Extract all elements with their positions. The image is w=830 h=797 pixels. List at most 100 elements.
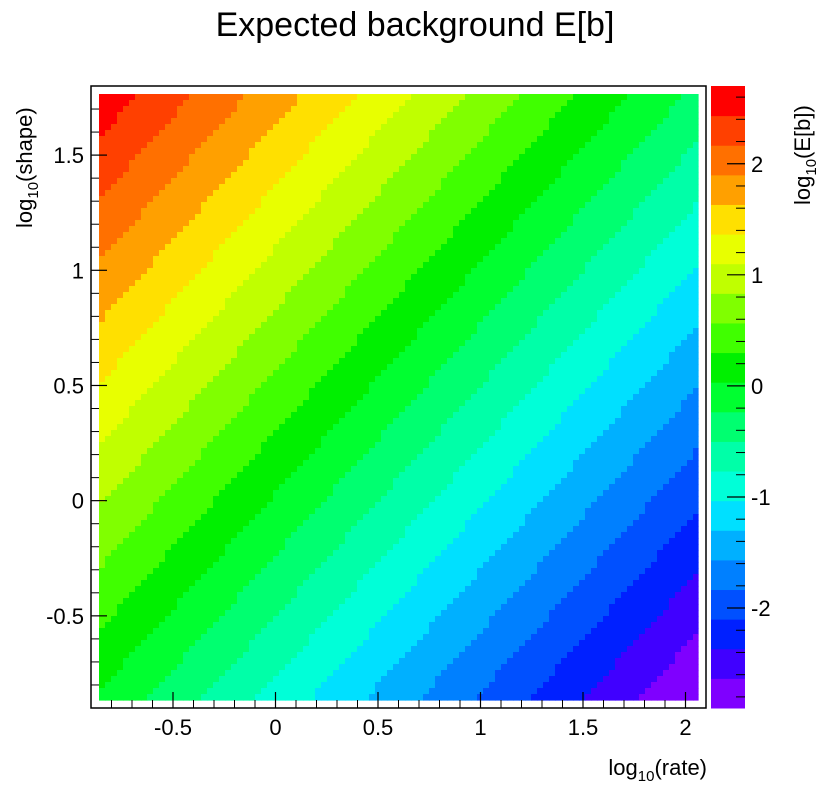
- heatmap-cell: [363, 172, 370, 179]
- heatmap-cell: [231, 388, 238, 395]
- heatmap-cell: [339, 250, 346, 257]
- heatmap-cell: [117, 634, 124, 641]
- heatmap-cell: [171, 358, 178, 365]
- heatmap-cell: [231, 442, 238, 449]
- heatmap-cell: [159, 136, 166, 143]
- heatmap-cell: [237, 448, 244, 455]
- heatmap-cell: [309, 160, 316, 167]
- heatmap-cell: [165, 166, 172, 173]
- heatmap-cell: [189, 586, 196, 593]
- heatmap-cell: [261, 502, 268, 509]
- heatmap-cell: [225, 226, 232, 233]
- heatmap-cell: [339, 586, 346, 593]
- heatmap-cell: [189, 124, 196, 131]
- heatmap-cell: [357, 592, 364, 599]
- heatmap-cell: [369, 658, 376, 665]
- heatmap-cell: [243, 196, 250, 203]
- heatmap-cell: [201, 658, 208, 665]
- heatmap-cell: [111, 544, 118, 551]
- heatmap-cell: [369, 106, 376, 113]
- heatmap-cell: [291, 586, 298, 593]
- heatmap-cell: [189, 292, 196, 299]
- heatmap-cell: [207, 604, 214, 611]
- heatmap-cell: [249, 394, 256, 401]
- heatmap-cell: [285, 484, 292, 491]
- heatmap-cell: [327, 112, 334, 119]
- heatmap-cell: [375, 286, 382, 293]
- heatmap-cell: [363, 520, 370, 527]
- heatmap-cell: [273, 406, 280, 413]
- heatmap-cell: [177, 226, 184, 233]
- heatmap-cell: [207, 646, 214, 653]
- heatmap-cell: [219, 220, 226, 227]
- heatmap-cell: [387, 460, 394, 467]
- heatmap-cell: [231, 304, 238, 311]
- heatmap-cell: [171, 532, 178, 539]
- heatmap-cell: [141, 574, 148, 581]
- heatmap-cell: [285, 292, 292, 299]
- heatmap-cell: [147, 370, 154, 377]
- heatmap-cell: [393, 340, 400, 347]
- heatmap-cell: [183, 244, 190, 251]
- heatmap-cell: [267, 178, 274, 185]
- heatmap-cell: [315, 268, 322, 275]
- heatmap-cell: [267, 136, 274, 143]
- heatmap-cell: [123, 232, 130, 239]
- heatmap-cell: [177, 304, 184, 311]
- heatmap-cell: [213, 100, 220, 107]
- heatmap-cell: [105, 466, 112, 473]
- heatmap-cell: [153, 436, 160, 443]
- heatmap-cell: [345, 154, 352, 161]
- heatmap-cell: [219, 136, 226, 143]
- heatmap-cell: [213, 118, 220, 125]
- heatmap-cell: [135, 604, 142, 611]
- heatmap-cell: [225, 562, 232, 569]
- heatmap-cell: [159, 616, 166, 623]
- heatmap-cell: [147, 298, 154, 305]
- heatmap-cell: [339, 646, 346, 653]
- heatmap-cell: [189, 664, 196, 671]
- heatmap-cell: [297, 568, 304, 575]
- heatmap-cell: [207, 196, 214, 203]
- heatmap-cell: [321, 412, 328, 419]
- heatmap-cell: [291, 472, 298, 479]
- heatmap-cell: [357, 100, 364, 107]
- heatmap-cell: [315, 634, 322, 641]
- heatmap-cell: [375, 112, 382, 119]
- heatmap-cell: [135, 316, 142, 323]
- heatmap-cell: [291, 538, 298, 545]
- heatmap-cell: [345, 604, 352, 611]
- heatmap-cell: [261, 418, 268, 425]
- heatmap-cell: [201, 328, 208, 335]
- heatmap-cell: [363, 184, 370, 191]
- heatmap-cell: [177, 172, 184, 179]
- heatmap-cell: [135, 598, 142, 605]
- heatmap-cell: [249, 376, 256, 383]
- heatmap-cell: [195, 352, 202, 359]
- heatmap-cell: [339, 256, 346, 263]
- heatmap-cell: [333, 688, 340, 695]
- heatmap-cell: [279, 250, 286, 257]
- heatmap-cell: [225, 496, 232, 503]
- heatmap-cell: [99, 400, 106, 407]
- heatmap-cell: [147, 682, 154, 689]
- heatmap-cell: [327, 598, 334, 605]
- heatmap-cell: [375, 454, 382, 461]
- heatmap-cell: [147, 448, 154, 455]
- heatmap-cell: [153, 664, 160, 671]
- heatmap-cell: [387, 166, 394, 173]
- heatmap-cell: [231, 160, 238, 167]
- heatmap-cell: [333, 550, 340, 557]
- heatmap-cell: [297, 520, 304, 527]
- heatmap-cell: [357, 370, 364, 377]
- heatmap-cell: [141, 358, 148, 365]
- heatmap-cell: [267, 652, 274, 659]
- heatmap-cell: [237, 136, 244, 143]
- heatmap-cell: [315, 232, 322, 239]
- heatmap-cell: [249, 124, 256, 131]
- heatmap-cell: [345, 160, 352, 167]
- heatmap-cell: [147, 472, 154, 479]
- heatmap-cell: [387, 682, 394, 689]
- heatmap-cell: [135, 220, 142, 227]
- heatmap-cell: [387, 256, 394, 263]
